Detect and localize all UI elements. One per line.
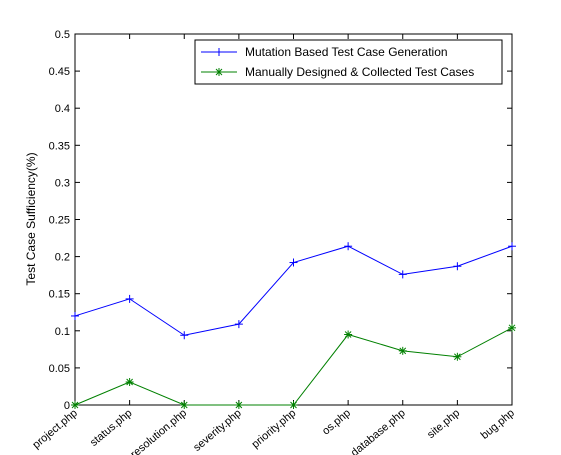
legend-label-mutation: Mutation Based Test Case Generation bbox=[245, 45, 448, 59]
plot-area bbox=[74, 33, 513, 406]
data-point bbox=[234, 320, 243, 329]
x-tick-label: severity.php bbox=[191, 407, 244, 454]
data-point bbox=[508, 242, 516, 251]
data-point bbox=[453, 262, 462, 271]
legend-marker-mutation bbox=[215, 48, 223, 56]
x-tick-label: resolution.php bbox=[129, 407, 190, 455]
y-tick-label: 0.4 bbox=[55, 103, 70, 115]
data-point bbox=[344, 330, 353, 339]
data-point bbox=[71, 401, 79, 409]
x-tick-label: bug.php bbox=[479, 407, 517, 442]
data-point bbox=[289, 258, 298, 267]
series-1 bbox=[71, 323, 516, 409]
data-point bbox=[125, 377, 134, 386]
data-point bbox=[234, 401, 243, 409]
x-tick-label: database.php bbox=[349, 407, 408, 455]
y-tick-label: 0.45 bbox=[49, 66, 70, 78]
y-tick-label: 0.25 bbox=[49, 215, 70, 227]
y-tick-label: 0.2 bbox=[55, 252, 70, 264]
data-point bbox=[453, 352, 462, 361]
x-tick-label: os.php bbox=[320, 407, 353, 437]
y-tick-label: 0.15 bbox=[49, 289, 70, 301]
series-0 bbox=[71, 242, 516, 340]
data-point bbox=[508, 323, 516, 332]
data-point bbox=[180, 401, 189, 409]
legend: Mutation Based Test Case Generation Manu… bbox=[194, 39, 503, 85]
y-tick-label: 0.1 bbox=[55, 326, 70, 338]
data-point bbox=[344, 242, 353, 251]
legend-label-manual: Manually Designed & Collected Test Cases bbox=[245, 65, 474, 79]
data-point bbox=[289, 401, 298, 409]
y-tick-label: 0.5 bbox=[55, 29, 70, 41]
x-tick-label: project.php bbox=[31, 407, 80, 451]
x-tick-label: priority.php bbox=[250, 407, 299, 451]
data-point bbox=[71, 311, 79, 320]
data-point bbox=[180, 331, 189, 340]
legend-marker-manual bbox=[215, 68, 223, 76]
legend-item-manual: Manually Designed & Collected Test Cases bbox=[201, 65, 474, 79]
x-tick-label: status.php bbox=[88, 407, 135, 449]
series-layer bbox=[71, 242, 516, 409]
data-point bbox=[398, 346, 407, 355]
y-axis: 0 0.05 0.1 0.15 0.2 0.25 0.3 0.35 0.4 0.45 0.5 bbox=[49, 29, 512, 412]
y-axis-label: Test Case Sufficiency(%) bbox=[24, 152, 38, 285]
data-point bbox=[398, 270, 407, 279]
y-tick-label: 0.05 bbox=[49, 363, 70, 375]
legend-box bbox=[194, 39, 503, 85]
data-point bbox=[125, 294, 134, 303]
y-tick-label: 0.3 bbox=[55, 177, 70, 189]
y-tick-label: 0 bbox=[64, 400, 70, 412]
x-tick-label: site.php bbox=[425, 407, 462, 441]
y-tick-label: 0.35 bbox=[49, 140, 70, 152]
legend-item-mutation: Mutation Based Test Case Generation bbox=[201, 45, 448, 59]
